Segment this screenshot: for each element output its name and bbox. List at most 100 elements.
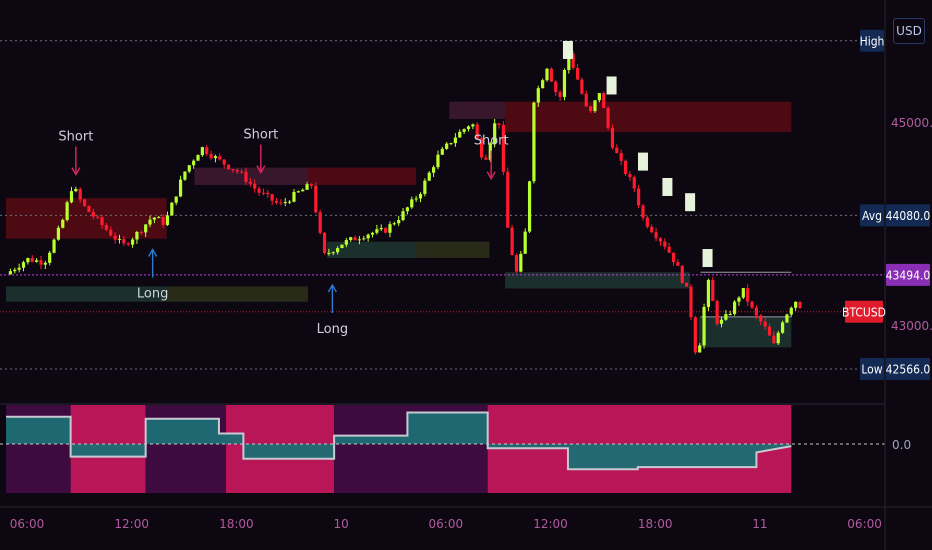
tag-avg-value: 44080.0 xyxy=(886,209,931,223)
candle-body xyxy=(423,180,427,194)
price-tick-0: 45000.0 xyxy=(891,116,932,130)
candle-body xyxy=(667,246,671,253)
candle-body xyxy=(130,239,135,245)
candle-body xyxy=(344,240,348,245)
candle-body xyxy=(453,137,457,144)
candle-body xyxy=(17,267,21,270)
candle-body xyxy=(510,227,514,256)
candle-body xyxy=(501,124,505,172)
candle-body xyxy=(466,126,471,130)
candle-body xyxy=(209,154,213,159)
swing-marker-2 xyxy=(637,152,648,171)
candle-body xyxy=(213,156,218,159)
zone-resistance-light-2 xyxy=(194,167,308,185)
oscillator-panel: 0.0 xyxy=(0,403,911,493)
candle-body xyxy=(100,217,104,226)
candle-body xyxy=(174,196,178,203)
candle-body xyxy=(471,124,475,127)
candle-body xyxy=(680,265,684,283)
candle-body xyxy=(698,345,702,353)
candle-body xyxy=(789,307,793,315)
candle-body xyxy=(628,174,632,178)
tag-avg-name: Avg xyxy=(862,209,882,223)
candle-body xyxy=(301,189,305,192)
candle-body xyxy=(65,202,69,220)
candle-body xyxy=(685,282,689,287)
candle-body xyxy=(641,205,645,218)
candle-body xyxy=(619,153,623,161)
candle-body xyxy=(196,155,200,161)
candle-body xyxy=(597,93,601,101)
candles-layer xyxy=(8,40,802,355)
candle-body xyxy=(763,321,767,327)
candle-body xyxy=(650,226,654,233)
candle-body xyxy=(96,216,100,218)
candle-body xyxy=(580,79,584,94)
candle-body xyxy=(794,301,798,308)
tag-current-value-bg xyxy=(886,263,930,286)
candle-body xyxy=(274,200,279,203)
candle-body xyxy=(506,171,510,228)
candle-body xyxy=(244,171,248,182)
candle-body xyxy=(109,229,113,236)
signals-layer: Short Short Short Long Long xyxy=(58,128,508,337)
candle-body xyxy=(606,108,610,128)
candle-body xyxy=(780,322,785,333)
candle-body xyxy=(798,301,802,309)
candle-body xyxy=(126,243,130,245)
zone-resistance-3 xyxy=(307,167,417,185)
time-tick-0: 06:00 xyxy=(10,517,45,531)
candle-body xyxy=(165,215,170,225)
candle-body xyxy=(532,102,536,182)
candle-body xyxy=(645,217,649,227)
candle-body xyxy=(248,181,252,184)
candle-body xyxy=(178,179,183,197)
swing-marker-3 xyxy=(662,177,673,196)
candle-body xyxy=(48,252,52,263)
zone-support-olive-2 xyxy=(416,241,490,259)
candle-body xyxy=(558,92,562,97)
candle-body xyxy=(584,93,588,107)
candle-body xyxy=(523,231,527,254)
candle-body xyxy=(545,68,549,81)
candle-body xyxy=(139,231,143,233)
zone-support-7 xyxy=(505,272,691,289)
candle-body xyxy=(379,228,383,230)
osc-line xyxy=(6,411,792,471)
candle-body xyxy=(253,183,257,189)
currency-selector[interactable]: USD xyxy=(893,18,925,44)
candle-body xyxy=(785,314,789,323)
candle-body xyxy=(654,232,658,239)
candle-body xyxy=(706,279,711,307)
candle-body xyxy=(43,262,47,265)
candle-body xyxy=(571,53,575,68)
candle-body xyxy=(440,148,444,155)
candle-body xyxy=(69,191,74,203)
candle-body xyxy=(231,169,235,171)
candle-body xyxy=(366,234,370,239)
candle-body xyxy=(445,143,449,149)
zone-resistance-6 xyxy=(505,101,792,133)
candle-body xyxy=(567,53,571,71)
candle-body xyxy=(117,239,122,241)
candle-body xyxy=(205,147,209,155)
tag-avg-name-bg xyxy=(860,204,884,227)
candle-body xyxy=(711,279,715,301)
candle-body xyxy=(375,229,379,233)
candle-body xyxy=(309,184,314,186)
time-tick-7: 11 xyxy=(752,517,767,531)
candle-body xyxy=(192,160,196,166)
candle-body xyxy=(91,211,95,217)
candle-body xyxy=(288,201,292,203)
candle-body xyxy=(702,306,706,346)
swing-marker-0 xyxy=(562,40,573,59)
tag-low-name-bg xyxy=(860,358,884,381)
short-arrow-head-2 xyxy=(486,171,496,181)
candle-body xyxy=(610,127,615,148)
candle-body xyxy=(689,286,693,318)
candle-body xyxy=(593,100,597,112)
candle-body xyxy=(410,199,414,208)
zones-layer xyxy=(6,101,792,348)
candle-body xyxy=(318,212,322,233)
